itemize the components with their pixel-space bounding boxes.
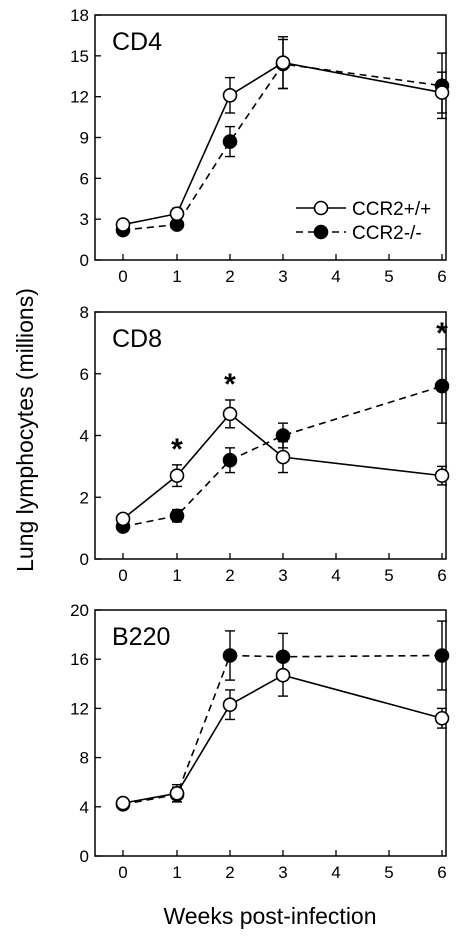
- series-line: [122, 654, 443, 806]
- y-tick-label: 8: [80, 303, 89, 322]
- x-tick-label: 3: [278, 267, 287, 286]
- data-point: [275, 449, 291, 465]
- plot-frame: [94, 609, 447, 857]
- x-tick-label: 3: [278, 566, 287, 585]
- y-tick-label: 16: [70, 650, 89, 669]
- x-tick-label: 2: [225, 863, 234, 882]
- legend-label: CCR2+/+: [352, 199, 431, 220]
- series-ccr2-wt: [115, 36, 450, 232]
- y-tick-label: 9: [80, 129, 89, 148]
- y-tick-label: 6: [80, 365, 89, 384]
- y-tick-label: 4: [80, 798, 89, 817]
- y-tick-label: 0: [80, 550, 89, 569]
- y-tick-label: 18: [70, 6, 89, 25]
- x-tick-label: 4: [331, 863, 340, 882]
- x-tick-label: 5: [384, 267, 393, 286]
- data-point: [169, 206, 185, 222]
- y-tick-label: 6: [80, 169, 89, 188]
- x-tick-label: 5: [384, 566, 393, 585]
- y-tick-label: 0: [80, 251, 89, 270]
- y-tick-label: 8: [80, 749, 89, 768]
- legend: CCR2+/+ CCR2-/-: [296, 199, 431, 244]
- data-point: [222, 452, 238, 468]
- x-tick-label: 0: [118, 863, 127, 882]
- data-point: [222, 88, 238, 103]
- significance-star: *: [171, 433, 183, 466]
- significance-star: *: [224, 368, 236, 401]
- x-tick-label: 2: [225, 566, 234, 585]
- y-tick-label: 0: [80, 847, 89, 866]
- x-tick-label: 6: [437, 267, 446, 286]
- data-point: [275, 55, 291, 70]
- y-tick-label: 12: [70, 699, 89, 718]
- data-point: [169, 468, 185, 483]
- series-line: [122, 385, 443, 528]
- data-point: [222, 648, 238, 663]
- data-point: [115, 217, 131, 232]
- x-axis-title: Weeks post-infection: [163, 903, 376, 929]
- data-point: [169, 508, 185, 524]
- data-point: [434, 710, 450, 726]
- series-ccr2-wt: [115, 399, 450, 527]
- x-tick-label: 6: [437, 566, 446, 585]
- data-point: [275, 667, 291, 683]
- data-point: [434, 468, 450, 483]
- legend-marker: [313, 200, 329, 216]
- data-point: [222, 134, 238, 149]
- series-ccr2-wt: [115, 653, 450, 811]
- data-point: [222, 406, 238, 422]
- x-tick-label: 1: [172, 863, 181, 882]
- data-point: [115, 511, 131, 527]
- data-point: [169, 785, 185, 801]
- data-point: [222, 697, 238, 713]
- y-tick-label: 12: [70, 88, 89, 107]
- y-tick-label: 4: [80, 427, 89, 446]
- x-tick-label: 1: [172, 267, 181, 286]
- legend-marker: [313, 224, 329, 240]
- y-tick-label: 2: [80, 488, 89, 507]
- y-tick-label: 3: [80, 210, 89, 229]
- data-point: [434, 85, 450, 100]
- y-tick-label: 20: [70, 601, 89, 620]
- data-point: [434, 648, 450, 663]
- x-tick-label: 5: [384, 863, 393, 882]
- legend-label: CCR2-/-: [352, 223, 422, 244]
- panel-label: B220: [112, 623, 170, 651]
- panel-label: CD8: [112, 325, 162, 353]
- x-tick-label: 6: [437, 863, 446, 882]
- x-tick-label: 3: [278, 863, 287, 882]
- series-line: [122, 63, 443, 231]
- x-tick-label: 2: [225, 267, 234, 286]
- panel-label: CD4: [112, 28, 162, 56]
- significance-star: *: [436, 317, 448, 350]
- x-tick-label: 1: [172, 566, 181, 585]
- y-tick-label: 15: [70, 47, 89, 66]
- data-point: [115, 795, 131, 811]
- x-tick-label: 4: [331, 267, 340, 286]
- data-point: [434, 378, 450, 394]
- data-point: [275, 428, 291, 443]
- panel-cd8: 0 2 4 6 8 0 1 2 3 4 5 6 CD8 * * *: [80, 303, 450, 585]
- y-axis-title: Lung lymphocytes (millions): [12, 288, 38, 572]
- x-tick-label: 4: [331, 566, 340, 585]
- x-tick-label: 0: [118, 566, 127, 585]
- x-tick-label: 0: [118, 267, 127, 286]
